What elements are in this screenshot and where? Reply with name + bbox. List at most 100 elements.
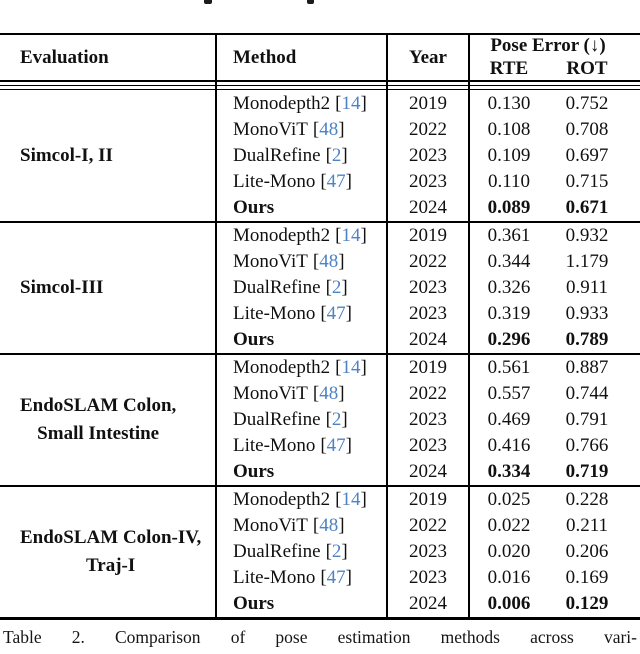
method-name: DualRefine xyxy=(233,409,321,430)
citation-number: 48 xyxy=(319,251,339,272)
method-name: Monodepth2 xyxy=(233,225,331,246)
citation-link[interactable]: [48] xyxy=(313,251,345,273)
method-name: Monodepth2 xyxy=(233,93,331,114)
citation-bracket: ] xyxy=(338,119,345,140)
year-column: 2019 2022 2023 2023 2024 xyxy=(388,223,470,353)
citation-link[interactable]: [14] xyxy=(335,357,367,379)
citation-bracket: [ xyxy=(312,383,320,404)
method-cell: DualRefine [2] xyxy=(233,539,386,565)
rot-value: 0.211 xyxy=(565,515,609,536)
citation-bracket: ] xyxy=(345,435,352,456)
citation-bracket: ] xyxy=(360,93,367,114)
evaluation-label-line: EndoSLAM Colon-IV, xyxy=(20,527,202,549)
citation-link[interactable]: [14] xyxy=(335,489,367,511)
method-name: Monodepth2 xyxy=(233,357,331,378)
method-cell: DualRefine [2] xyxy=(233,275,386,301)
citation-link[interactable]: [2] xyxy=(326,145,348,167)
pose-error-label: Pose Error (↓) xyxy=(490,35,606,56)
pose-error-cell: 0.006 0.129 xyxy=(470,591,626,617)
method-cell: Monodepth2 [14] xyxy=(233,355,386,381)
rot-value: 0.169 xyxy=(565,567,609,588)
citation-link[interactable]: [14] xyxy=(335,225,367,247)
citation-link[interactable]: [48] xyxy=(313,383,345,405)
pose-error-cell: 0.326 0.911 xyxy=(470,275,626,301)
citation-link[interactable]: [2] xyxy=(326,541,348,563)
rte-value: 0.108 xyxy=(487,119,531,140)
citation-bracket: [ xyxy=(320,567,327,588)
citation-link[interactable]: [48] xyxy=(313,515,345,537)
column-header-label: Year xyxy=(409,46,447,68)
citation-link[interactable]: [47] xyxy=(320,303,352,325)
citation-number: 47 xyxy=(326,435,346,456)
method-cell: Monodepth2 [14] xyxy=(233,91,386,117)
year-cell: 2022 xyxy=(409,515,447,536)
citation-link[interactable]: [14] xyxy=(335,93,367,115)
pose-error-cell: 0.016 0.169 xyxy=(470,565,626,591)
rte-value: 0.319 xyxy=(487,303,531,324)
citation-link[interactable]: [2] xyxy=(326,277,348,299)
citation-bracket: ] xyxy=(345,171,352,192)
column-header-rte: RTE xyxy=(489,58,529,79)
citation-link[interactable]: [2] xyxy=(326,409,348,431)
evaluation-cell: EndoSLAM Colon, Small Intestine xyxy=(0,355,217,485)
rot-value: 0.933 xyxy=(565,303,609,324)
rot-value: 0.791 xyxy=(565,409,609,430)
citation-bracket: [ xyxy=(312,119,320,140)
year-cell: 2023 xyxy=(409,435,447,456)
method-column: Monodepth2 [14] MonoViT [48] DualRefine [2] Li… xyxy=(217,223,388,353)
evaluation-label-line: Traj-I xyxy=(86,555,136,576)
evaluation-label-line: Simcol-III xyxy=(20,277,104,299)
citation-bracket: [ xyxy=(335,93,342,114)
pose-error-cell: 0.020 0.206 xyxy=(470,539,626,565)
year-cell: 2019 xyxy=(409,225,447,246)
double-rule xyxy=(0,85,640,90)
table-group: Simcol-I, II Monodepth2 [14] MonoViT [48] Dua… xyxy=(0,91,640,223)
rte-value: 0.561 xyxy=(487,357,531,378)
citation-number: 47 xyxy=(326,303,346,324)
column-header-method: Method xyxy=(217,35,388,80)
pose-error-column: 0.361 0.932 0.344 1.179 0.326 0.911 0.319 0.933… xyxy=(470,223,640,353)
evaluation-cell: Simcol-III xyxy=(0,223,217,353)
citation-bracket: [ xyxy=(320,171,327,192)
method-cell: Lite-Mono [47] xyxy=(233,301,386,327)
cropped-glyph-fragment xyxy=(307,0,314,4)
table-body: Simcol-I, II Monodepth2 [14] MonoViT [48] Dua… xyxy=(0,91,640,620)
citation-bracket: [ xyxy=(325,541,332,562)
method-cell: Lite-Mono [47] xyxy=(233,169,386,195)
citation-bracket: ] xyxy=(341,409,348,430)
method-name: DualRefine xyxy=(233,541,321,562)
citation-link[interactable]: [47] xyxy=(320,171,352,193)
method-column: Monodepth2 [14] MonoViT [48] DualRefine [2] Li… xyxy=(217,91,388,221)
pose-error-cell: 0.361 0.932 xyxy=(470,223,626,249)
method-cell: MonoViT [48] xyxy=(233,117,386,143)
rte-value: 0.361 xyxy=(487,225,531,246)
method-name: MonoViT xyxy=(233,383,308,404)
citation-link[interactable]: [47] xyxy=(320,567,352,589)
citation-bracket: ] xyxy=(345,303,352,324)
citation-number: 2 xyxy=(331,409,342,430)
citation-number: 2 xyxy=(331,277,342,298)
year-column: 2019 2022 2023 2023 2024 xyxy=(388,355,470,485)
column-header-label: Method xyxy=(233,46,297,68)
rte-value: 0.334 xyxy=(487,461,531,482)
method-name: Lite-Mono xyxy=(233,303,316,324)
year-cell: 2024 xyxy=(409,593,447,614)
method-name: Lite-Mono xyxy=(233,435,316,456)
method-name: MonoViT xyxy=(233,515,308,536)
column-header-year: Year xyxy=(388,35,470,80)
citation-link[interactable]: [47] xyxy=(320,435,352,457)
pose-error-column: 0.130 0.752 0.108 0.708 0.109 0.697 0.110 0.715… xyxy=(470,91,640,221)
year-cell: 2023 xyxy=(409,277,447,298)
rot-value: 0.752 xyxy=(565,93,609,114)
method-cell: Ours xyxy=(233,195,386,221)
method-cell: MonoViT [48] xyxy=(233,381,386,407)
pose-error-cell: 0.319 0.933 xyxy=(470,301,626,327)
rot-value: 0.228 xyxy=(565,489,609,510)
method-name: Monodepth2 xyxy=(233,489,331,510)
citation-bracket: [ xyxy=(312,515,320,536)
pose-error-cell: 0.022 0.211 xyxy=(470,513,626,539)
citation-link[interactable]: [48] xyxy=(313,119,345,141)
pose-error-cell: 0.557 0.744 xyxy=(470,381,626,407)
method-name: Lite-Mono xyxy=(233,171,316,192)
method-name: Ours xyxy=(233,593,275,614)
